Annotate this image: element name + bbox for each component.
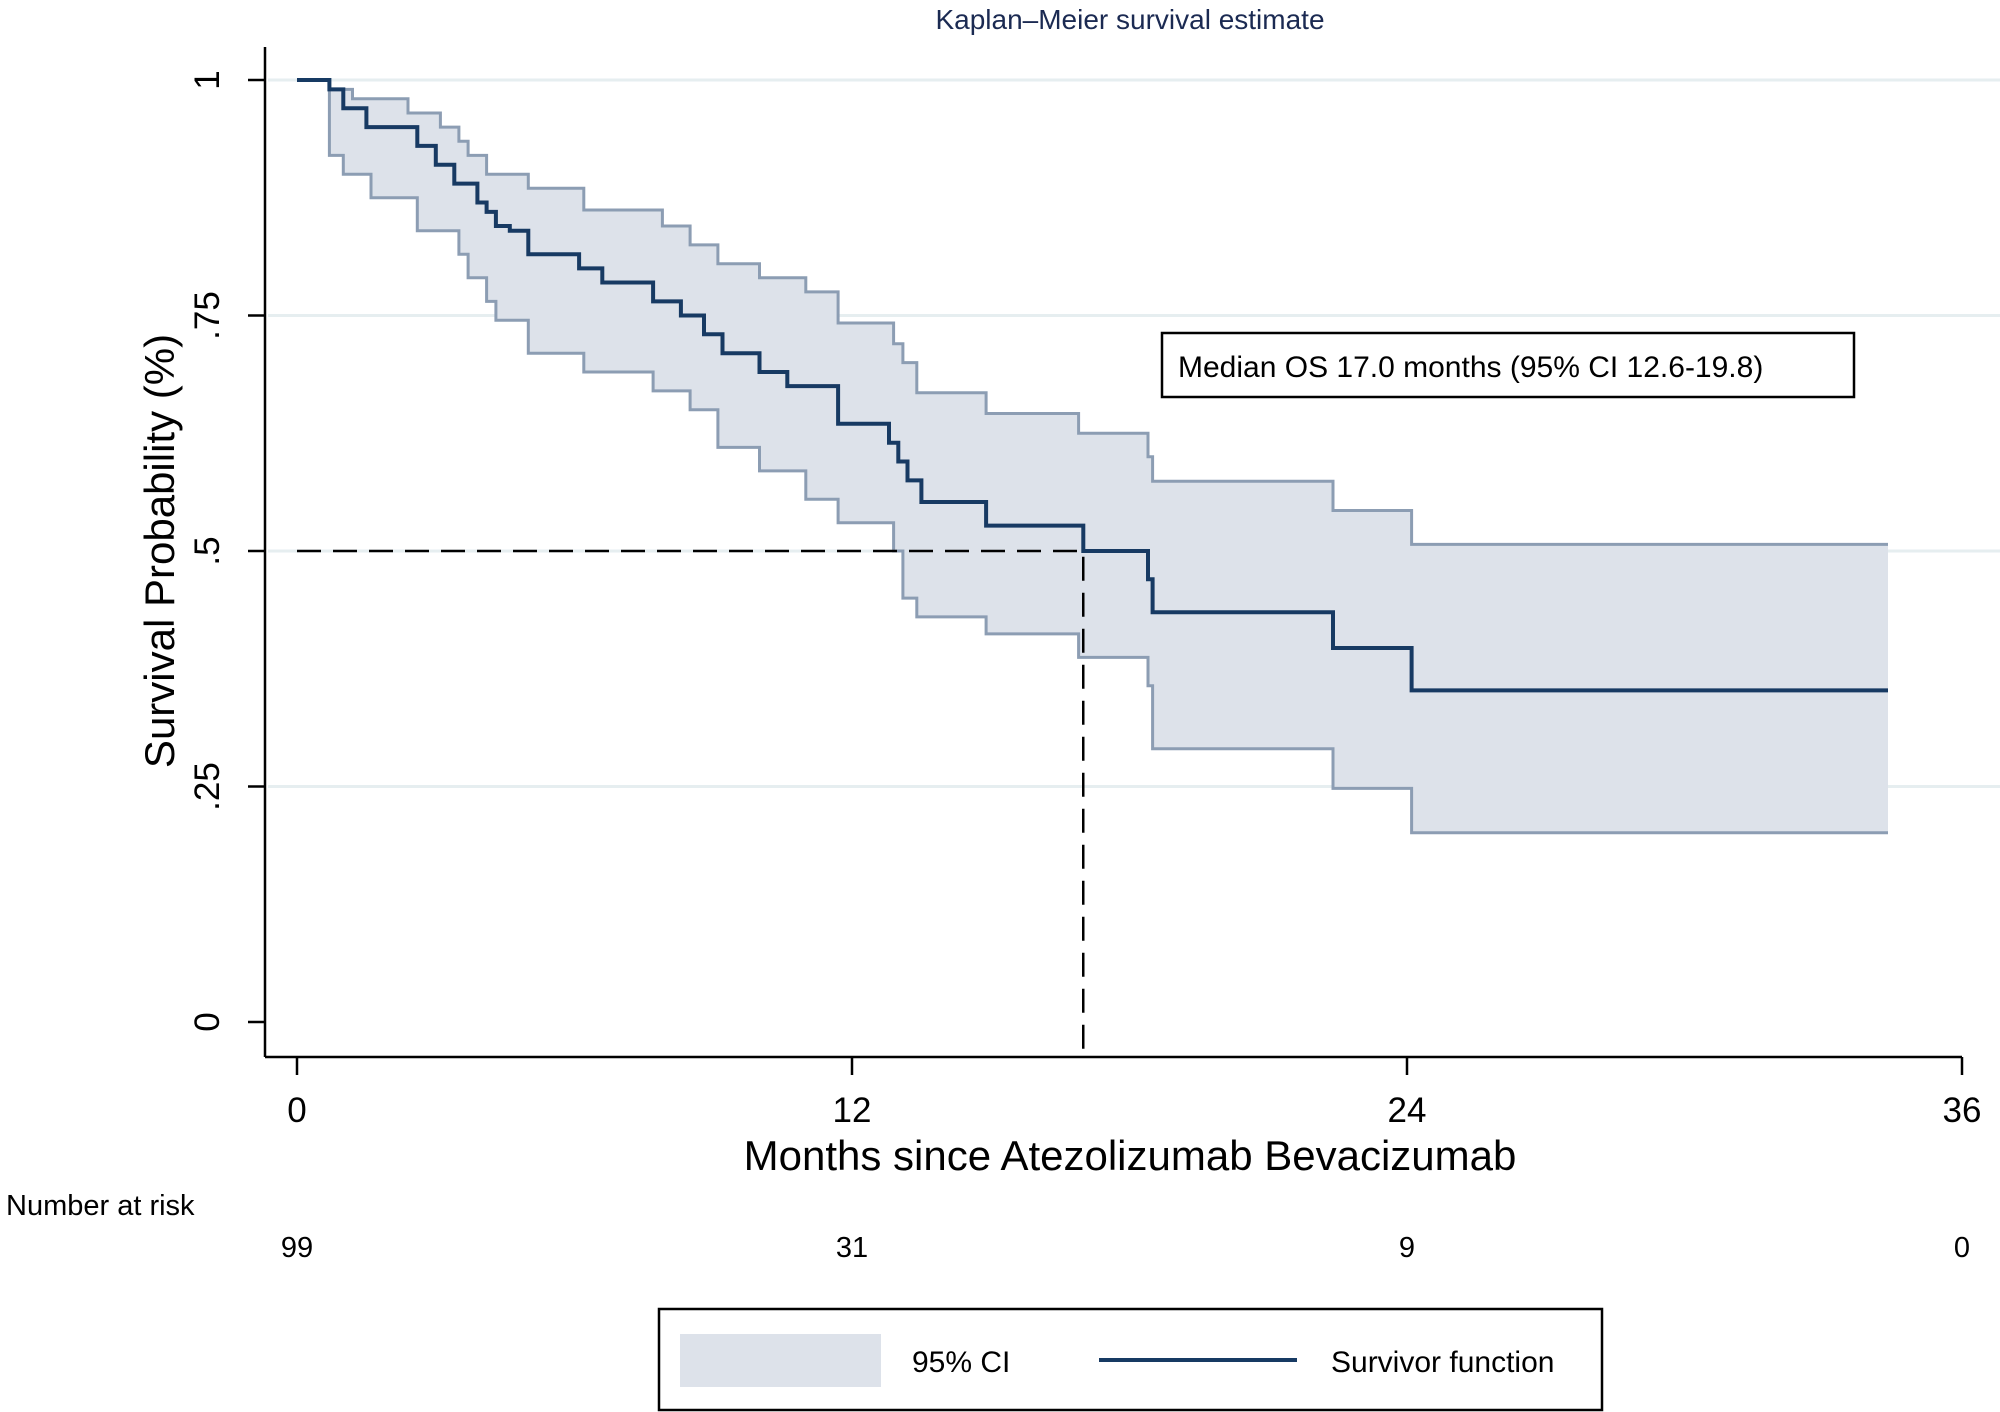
y-tick-label-4: 1 [188, 70, 227, 89]
x-tick-label-2: 24 [1388, 1091, 1427, 1130]
median-reference-lines [297, 549, 1085, 1057]
ci-band [329, 80, 1888, 833]
legend-ci-swatch [680, 1334, 881, 1387]
y-axis-title: Survival Probability (%) [136, 334, 183, 768]
number-at-risk-label: Number at risk [6, 1190, 195, 1222]
x-tick-label-1: 12 [833, 1091, 872, 1130]
number-at-risk-values: 99 31 9 0 [281, 1232, 1970, 1264]
risk-count-2: 9 [1399, 1232, 1415, 1264]
legend-line-label: Survivor function [1331, 1346, 1554, 1379]
y-tick-label-0: 0 [188, 1012, 227, 1031]
chart-title: Kaplan–Meier survival estimate [935, 4, 1324, 35]
annotation-frame [1160, 331, 1856, 399]
x-axis-title: Months since Atezolizumab Bevacizumab [744, 1132, 1517, 1179]
y-axis-ticks: 0 .25 .5 .75 1 [188, 70, 265, 1032]
y-tick-label-1: .25 [188, 762, 227, 811]
ci-lower-line [327, 80, 1888, 835]
ci-upper-line [327, 80, 1888, 546]
y-tick-label-3: .75 [188, 291, 227, 340]
x-axis-ticks: 0 12 24 36 [287, 1057, 1981, 1130]
y-tick-label-2: .5 [188, 536, 227, 565]
survivor-function-line [297, 78, 1888, 693]
legend: 95% CI Survivor function [657, 1307, 1604, 1412]
risk-count-3: 0 [1954, 1232, 1970, 1264]
annotation-box: Median OS 17.0 months (95% CI 12.6-19.8) [1160, 331, 1856, 399]
x-tick-label-3: 36 [1943, 1091, 1982, 1130]
risk-count-1: 31 [836, 1232, 868, 1264]
risk-count-0: 99 [281, 1232, 313, 1264]
x-tick-label-0: 0 [287, 1091, 306, 1130]
legend-ci-label: 95% CI [912, 1346, 1010, 1379]
annotation-text: Median OS 17.0 months (95% CI 12.6-19.8) [1178, 351, 1763, 384]
